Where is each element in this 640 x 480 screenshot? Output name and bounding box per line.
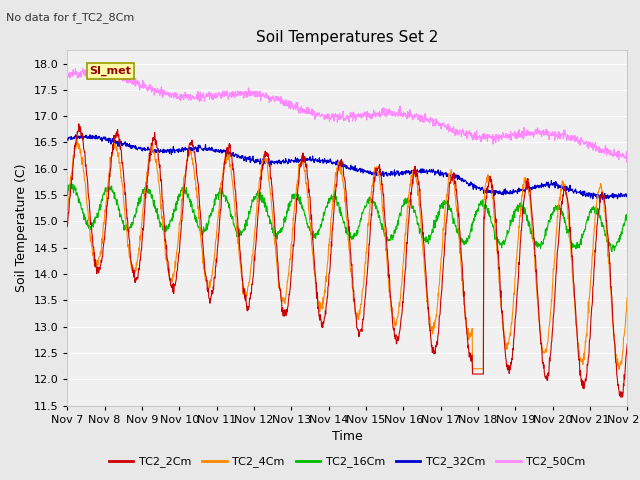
Text: No data for f_TC2_8Cm: No data for f_TC2_8Cm — [6, 12, 134, 23]
Text: SI_met: SI_met — [90, 65, 131, 76]
Y-axis label: Soil Temperature (C): Soil Temperature (C) — [15, 164, 28, 292]
X-axis label: Time: Time — [332, 430, 363, 443]
Legend: TC2_2Cm, TC2_4Cm, TC2_16Cm, TC2_32Cm, TC2_50Cm: TC2_2Cm, TC2_4Cm, TC2_16Cm, TC2_32Cm, TC… — [104, 452, 590, 472]
Title: Soil Temperatures Set 2: Soil Temperatures Set 2 — [256, 30, 438, 45]
